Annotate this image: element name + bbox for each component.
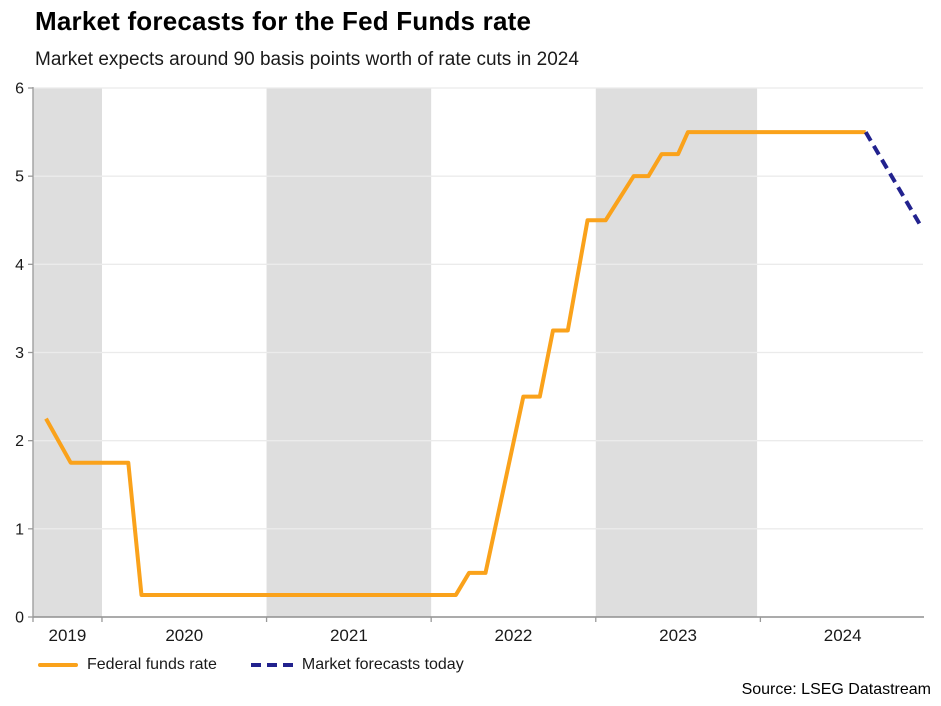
chart-subtitle: Market expects around 90 basis points wo…: [35, 49, 579, 70]
y-tick-label: 3: [15, 345, 24, 362]
x-tick-label: 2023: [659, 626, 697, 645]
legend-label-ffr: Federal funds rate: [87, 656, 217, 673]
legend: Federal funds rate Market forecasts toda…: [38, 656, 498, 674]
y-tick-label: 4: [15, 257, 24, 274]
legend-item-federal-funds-rate: Federal funds rate: [38, 656, 217, 674]
x-tick-label: 2022: [495, 626, 533, 645]
legend-item-market-forecasts: Market forecasts today: [250, 656, 464, 674]
y-tick-label: 6: [15, 81, 24, 98]
forecast-line-swatch: [250, 663, 293, 667]
x-tick-label: 2024: [824, 626, 862, 645]
legend-label-forecast: Market forecasts today: [301, 656, 464, 673]
x-tick-label: 2021: [330, 626, 368, 645]
ffr-line-swatch: [38, 663, 78, 667]
y-tick-label: 0: [15, 610, 24, 627]
series-solid: [44, 130, 866, 597]
y-tick-label: 2: [15, 433, 24, 450]
chart-title: Market forecasts for the Fed Funds rate: [35, 6, 532, 36]
x-tick-label: 2020: [165, 626, 203, 645]
x-tick-label: 2019: [48, 626, 86, 645]
y-tick-label: 5: [15, 169, 24, 186]
source-attribution: Source: LSEG Datastream: [741, 681, 931, 698]
y-tick-label: 1: [15, 521, 24, 538]
series-dashed: [863, 131, 922, 226]
